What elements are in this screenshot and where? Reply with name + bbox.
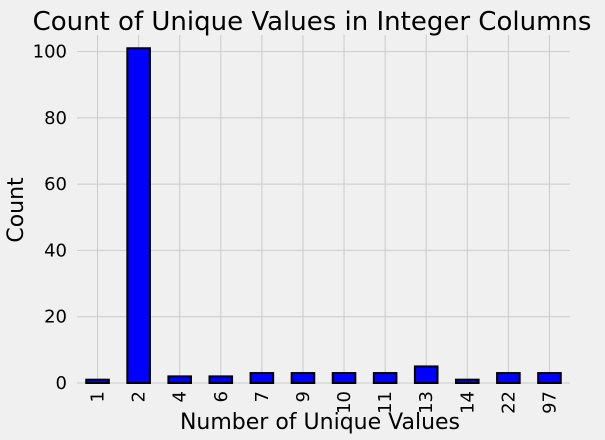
y-tick-label: 60 [44, 174, 67, 195]
bar-22 [496, 372, 521, 384]
bar-6 [208, 375, 234, 385]
bar-10 [331, 372, 357, 384]
x-tick-label: 6 [211, 391, 232, 402]
grid [77, 35, 570, 384]
y-tick-label: 100 [33, 42, 67, 63]
bar-97 [537, 372, 562, 384]
x-tick-labels: 1 2 4 6 7 9 10 11 13 14 22 97 [88, 391, 561, 414]
y-tick-label: 80 [44, 108, 67, 129]
y-tick-label: 0 [56, 373, 67, 394]
bar-4 [167, 375, 193, 385]
y-tick-labels: 0 20 40 60 80 100 [33, 42, 67, 394]
x-tick-label: 10 [334, 391, 355, 414]
y-axis-title: Count [4, 177, 29, 243]
x-tick-label: 2 [129, 391, 150, 402]
x-tick-label: 9 [293, 391, 314, 402]
bar-2 [126, 47, 151, 384]
x-tick-label: 14 [457, 391, 478, 414]
bar-13 [413, 365, 439, 384]
chart-title: Count of Unique Values in Integer Column… [33, 7, 592, 37]
y-tick-label: 40 [44, 240, 67, 261]
x-tick-label: 1 [88, 391, 109, 402]
x-tick-label: 97 [539, 391, 560, 414]
bar-1 [85, 378, 110, 384]
bar-9 [290, 372, 316, 384]
bar-7 [249, 372, 275, 384]
x-tick-label: 22 [498, 391, 519, 414]
x-tick-label: 13 [416, 391, 437, 414]
x-tick-label: 4 [170, 391, 191, 402]
bar-11 [372, 372, 398, 384]
x-axis-title: Number of Unique Values [180, 410, 460, 435]
bars [85, 47, 562, 385]
bar-14 [454, 378, 480, 384]
x-tick-label: 11 [375, 391, 396, 414]
y-tick-label: 20 [44, 307, 67, 328]
x-tick-label: 7 [252, 391, 273, 402]
